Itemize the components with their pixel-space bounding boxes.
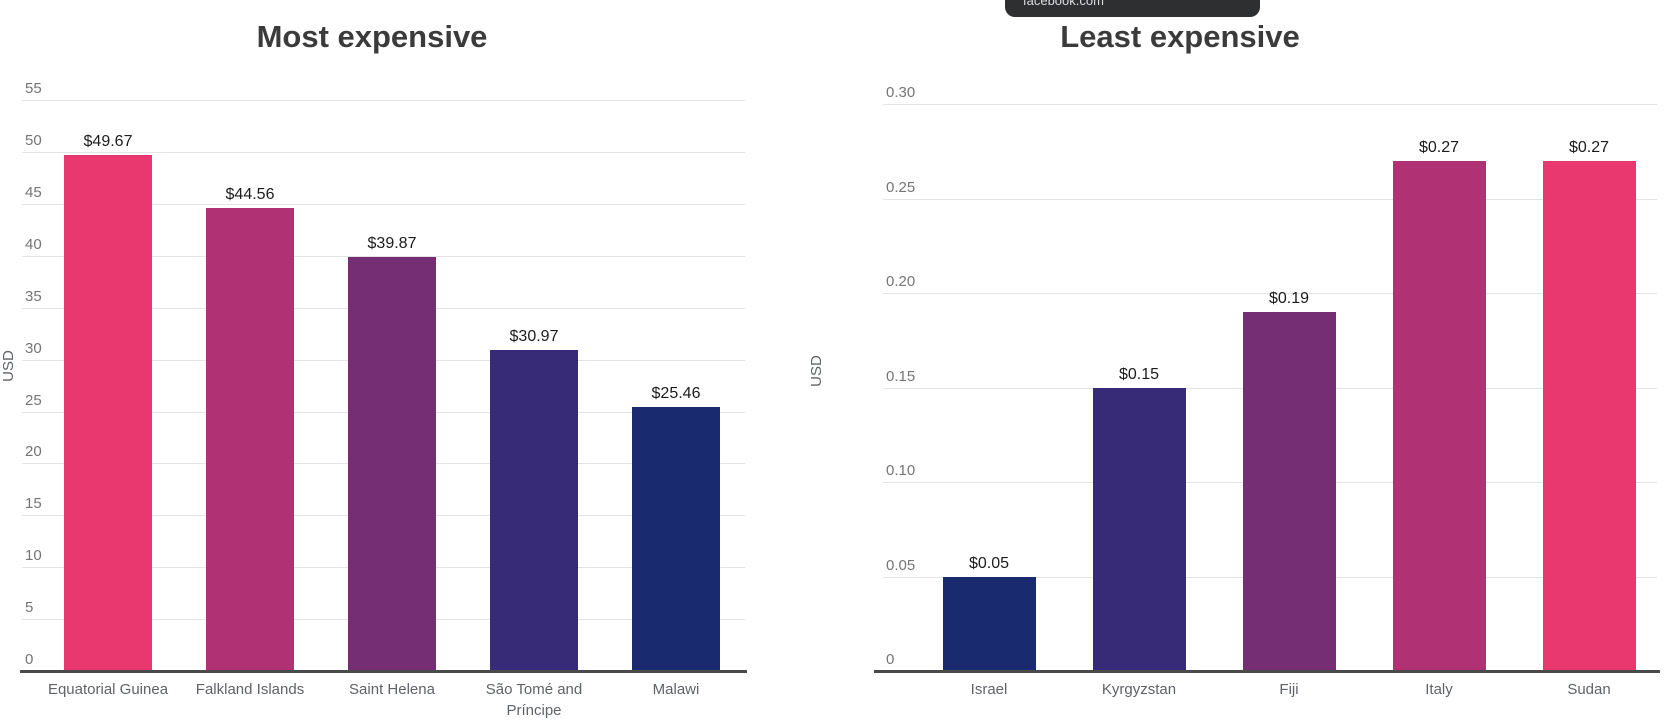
y-tick-label: 55 [25,80,42,98]
y-tick-label: 0 [25,651,34,668]
y-tick-label: 0.10 [886,462,916,479]
chart-title: Least expensive [1060,19,1300,54]
bar-malawi[interactable] [632,406,720,671]
bar-value-label: $44.56 [225,186,275,204]
y-tick-label: 50 [25,132,42,149]
gridline [883,198,1657,200]
y-tick-label: 15 [25,495,42,513]
x-axis-line [874,670,1660,673]
link-preview-url: facebook.com [1023,0,1104,8]
bar-value-label: $49.67 [83,133,133,151]
y-tick-label: 35 [25,287,42,305]
y-axis-title: USD [0,350,17,382]
gridline [883,104,1657,105]
bar-value-label: $0.27 [1418,138,1460,156]
link-preview-tooltip: facebook.com [1005,0,1260,17]
bar-value-label: $0.05 [968,554,1010,572]
x-axis-label-italy: Italy [1425,681,1453,698]
x-axis-label-falkland-islands: Falkland Islands [195,681,305,698]
bar-fiji[interactable] [1242,311,1336,671]
y-tick-label: 25 [25,391,42,409]
y-tick-label: 0 [886,651,895,668]
bar-sao-tome-and-principe[interactable] [490,349,578,671]
bar-israel[interactable] [942,576,1036,671]
x-axis-label-equatorial-guinea: Equatorial Guinea [47,681,169,698]
bar-equatorial-guinea[interactable] [64,155,152,671]
bar-italy[interactable] [1392,160,1486,671]
y-tick-label: 0.15 [886,367,916,385]
y-tick-label: 45 [25,183,42,201]
bar-sudan[interactable] [1542,160,1636,671]
chart-title: Most expensive [256,19,488,54]
bar-value-label: $25.46 [651,384,701,402]
x-axis-label-kyrgyzstan: Kyrgyzstan [1101,681,1177,698]
y-tick-label: 5 [25,599,34,617]
y-tick-label: 30 [25,339,42,357]
gridline [22,152,745,153]
y-tick-label: 0.30 [886,84,916,101]
bar-kyrgyzstan[interactable] [1092,387,1186,671]
x-axis-label-fiji: Fiji [1279,681,1299,698]
x-axis-label-sao-tome-and-principe: São Tomé and Príncipe [485,681,583,719]
bar-value-label: $0.15 [1118,365,1160,383]
y-axis-title: USD [808,355,825,387]
gridline [22,203,745,205]
bar-falkland-islands[interactable] [206,208,294,671]
y-tick-label: 40 [25,235,42,253]
gridline [883,293,1657,294]
gridline [22,255,745,257]
y-tick-label: 10 [25,547,42,565]
y-tick-label: 20 [25,443,42,461]
bar-value-label: $0.19 [1268,289,1310,307]
bar-value-label: $30.97 [509,327,559,345]
x-axis-label-sudan: Sudan [1567,681,1611,698]
x-axis-label-saint-helena: Saint Helena [349,681,435,698]
bar-value-label: $0.27 [1568,138,1610,156]
gridline [22,100,745,102]
bar-saint-helena[interactable] [348,257,436,671]
x-axis-line [20,670,747,673]
bar-value-label: $39.87 [367,235,417,253]
x-axis-label-israel: Israel [970,681,1008,698]
x-axis-label-malawi: Malawi [652,681,700,698]
y-tick-label: 0.20 [886,273,916,290]
y-tick-label: 0.25 [886,178,916,196]
y-tick-label: 0.05 [886,556,916,574]
